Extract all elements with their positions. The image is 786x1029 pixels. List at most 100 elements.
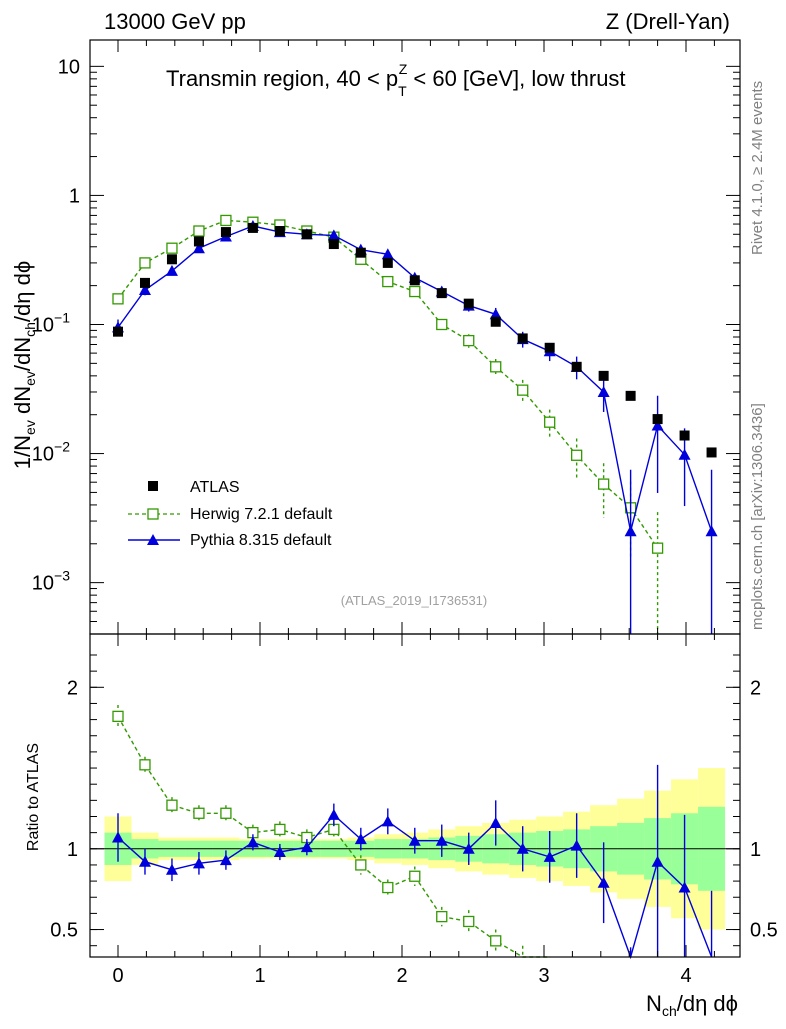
herwig-ratio-point-0 <box>112 710 124 723</box>
pythia-point-21 <box>678 448 691 460</box>
source-label: mcplots.cern.ch [arXiv:1306.3436] <box>749 403 766 630</box>
pythia-point-8 <box>327 229 340 241</box>
legend-marker-herwig <box>147 508 159 520</box>
pythia-point-3 <box>192 242 205 254</box>
herwig-ratio-point-4 <box>220 807 232 819</box>
y-axis-label-ratio: Ratio to ATLAS <box>25 743 42 851</box>
pythia-ratio-point-12 <box>435 834 448 846</box>
pythia-ratio-point-1 <box>138 855 151 867</box>
legend-marker-atlas <box>148 481 158 491</box>
atlas-point-16 <box>544 342 555 353</box>
pythia-ratio-point-4 <box>219 854 232 866</box>
atlas-point-6 <box>274 226 285 237</box>
herwig-point-12 <box>436 318 448 331</box>
herwig-point-14 <box>490 361 502 373</box>
herwig-ratio-point-14 <box>490 935 502 947</box>
pythia-point-2 <box>165 264 178 276</box>
x-tick-label-0: 0 <box>112 965 123 987</box>
x-tick-label-3: 3 <box>538 965 549 987</box>
herwig-ratio-point-1 <box>139 759 151 771</box>
pythia-point-19 <box>624 525 637 537</box>
pythia-ratio-point-9 <box>354 833 367 845</box>
y-tick-label-main-2: 10−1 <box>32 309 70 336</box>
herwig-point-18 <box>597 478 610 490</box>
y-tick-label-main-4: 10−3 <box>32 568 70 595</box>
pythia-ratio-point-5 <box>246 836 259 848</box>
y-tick-label-main-1: 1 <box>69 185 80 207</box>
herwig-point-4 <box>220 214 232 227</box>
herwig-ratio-point-6 <box>274 823 286 836</box>
x-tick-label-1: 1 <box>254 965 265 987</box>
pythia-ratio-point-2 <box>165 863 178 875</box>
pythia-ratio-point-13 <box>462 842 475 854</box>
atlas-point-12 <box>436 288 447 299</box>
header-left: 13000 GeV pp <box>104 9 246 34</box>
chart-title: Transmin region, 40 < pTZ < 60 [GeV], lo… <box>166 61 626 99</box>
pythia-point-22 <box>705 525 718 537</box>
herwig-line <box>117 219 659 549</box>
series-layer <box>112 214 718 960</box>
atlas-point-20 <box>652 414 663 425</box>
ratio-tick-label-right-0: 2 <box>750 677 761 699</box>
herwig-ratio-point-3 <box>193 807 205 819</box>
ratio-tick-label-left-1: 1 <box>67 839 78 861</box>
rivet-version-label: Rivet 4.1.0, ≥ 2.4M events <box>749 81 766 255</box>
herwig-point-13 <box>463 334 475 347</box>
atlas-point-4 <box>220 227 231 238</box>
atlas-point-1 <box>139 277 150 288</box>
herwig-point-11 <box>409 285 421 298</box>
pythia-ratio-point-6 <box>273 846 286 858</box>
pythia-ratio-point-15 <box>516 842 529 854</box>
atlas-point-7 <box>301 229 312 240</box>
atlas-point-11 <box>409 275 420 286</box>
pythia-ratio-point-21 <box>678 881 691 893</box>
legend-marker-pythia <box>147 534 159 545</box>
ratio-tick-label-right-2: 0.5 <box>750 920 778 942</box>
legend-label-herwig: Herwig 7.2.1 default <box>190 506 333 523</box>
pythia-point-1 <box>138 284 151 296</box>
atlas-point-18 <box>598 370 609 381</box>
pythia-point-10 <box>381 248 394 260</box>
herwig-point-15 <box>517 384 529 396</box>
atlas-point-8 <box>328 239 339 250</box>
herwig-point-0 <box>112 293 124 305</box>
y-tick-label-main-0: 10 <box>58 56 80 78</box>
legend-label-atlas: ATLAS <box>190 479 240 496</box>
herwig-ratio-point-10 <box>382 881 394 894</box>
pythia-ratio-point-7 <box>300 841 313 853</box>
y-axis-label-main: 1/Nev dNev/dNch/dη dϕ <box>10 261 38 469</box>
herwig-point-1 <box>139 257 151 269</box>
herwig-ratio-point-9 <box>355 859 367 871</box>
pythia-point-18 <box>597 385 610 397</box>
legend-label-pythia: Pythia 8.315 default <box>190 532 332 549</box>
pythia-ratio-point-8 <box>327 808 340 820</box>
atlas-point-3 <box>193 236 204 247</box>
ratio-panel-frame <box>89 633 741 958</box>
herwig-ratio-point-12 <box>436 910 448 923</box>
herwig-point-20 <box>651 542 664 554</box>
herwig-point-16 <box>544 416 556 428</box>
herwig-ratio-point-2 <box>166 799 178 811</box>
herwig-ratio-point-13 <box>463 915 475 928</box>
atlas-point-14 <box>490 316 501 327</box>
atlas-point-10 <box>382 257 393 268</box>
herwig-point-3 <box>193 225 205 237</box>
pythia-ratio-point-14 <box>489 816 502 828</box>
herwig-point-2 <box>166 242 178 254</box>
x-axis-label: Nch/dη dϕ <box>646 991 738 1019</box>
atlas-point-17 <box>571 361 582 372</box>
atlas-point-22 <box>706 447 717 458</box>
pythia-ratio-point-11 <box>408 834 421 846</box>
atlas-point-0 <box>113 326 123 337</box>
main-panel-frame <box>89 39 741 635</box>
x-tick-label-4: 4 <box>680 965 691 987</box>
herwig-point-17 <box>571 449 583 461</box>
pythia-point-20 <box>651 419 664 431</box>
pythia-ratio-point-3 <box>192 857 205 869</box>
herwig-point-10 <box>382 275 394 288</box>
atlas-point-2 <box>166 254 177 265</box>
header-right: Z (Drell-Yan) <box>606 9 730 34</box>
pythia-ratio-point-17 <box>570 839 583 851</box>
pythia-ratio-point-20 <box>651 855 664 867</box>
